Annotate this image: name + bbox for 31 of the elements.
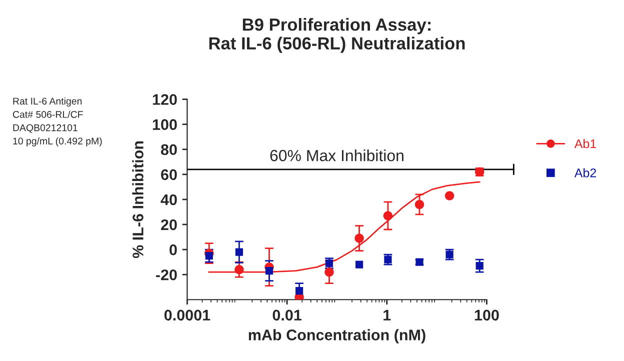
point [235, 248, 243, 256]
y-tick-label: 40 [160, 194, 177, 206]
chart-title: B9 Proliferation Assay: Rat IL-6 (506-RL) Neutralization [209, 18, 465, 53]
point [444, 191, 454, 200]
y-tick-label: 80 [160, 144, 177, 156]
point [355, 260, 364, 268]
x-tick-label: 0.01 [272, 310, 302, 321]
y-tick-label: 120 [152, 94, 177, 105]
point [354, 234, 364, 243]
y-tick-label: -20 [156, 269, 177, 280]
y-tick-label: 60 [161, 169, 177, 180]
point [476, 262, 484, 270]
x-tick-label: 1 [384, 310, 391, 320]
legend-label: Ab1 [574, 138, 596, 148]
point [414, 200, 424, 210]
ref-line-label: 60% Max Inhibition [270, 150, 404, 162]
point [324, 267, 334, 277]
legend-label: Ab2 [574, 168, 596, 178]
point [205, 252, 213, 260]
point [265, 267, 274, 275]
point [383, 211, 393, 220]
x-tick-label: 0.0001 [164, 310, 210, 321]
y-tick-label: 20 [161, 219, 177, 230]
x-axis-title: mAb Concentration (nM) [248, 329, 426, 344]
y-axis-title: % IL-6 Inhibition [132, 141, 144, 258]
y-tick-label: 0 [170, 244, 177, 256]
text: Rat IL-6 Antigen Cat# 506-RL/CF DAQB0212101 10 pg/mL (0.492 pM) [12, 97, 102, 146]
y-tick-label: 100 [152, 119, 177, 130]
point [234, 264, 244, 274]
x-tick-label: 100 [474, 310, 499, 321]
point [295, 287, 304, 295]
